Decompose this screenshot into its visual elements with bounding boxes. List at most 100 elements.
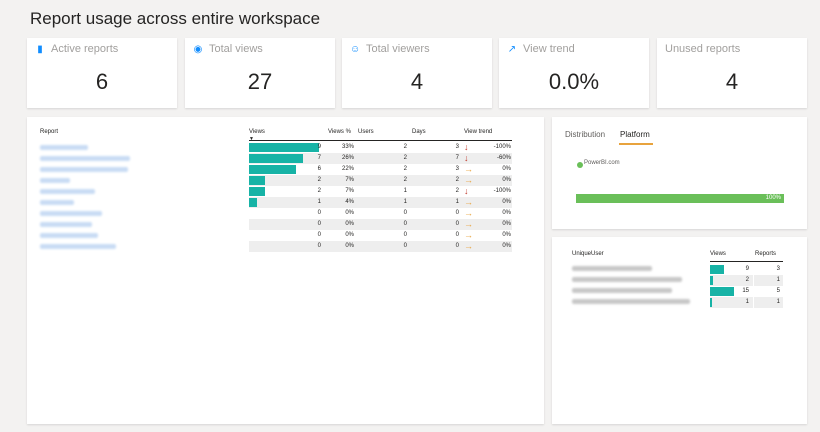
users-cell: 2 (403, 155, 407, 161)
view-trend-cell: 0% (502, 221, 511, 227)
users-cell: 0 (403, 210, 407, 216)
days-cell: 1 (455, 199, 459, 205)
days-column-header[interactable]: Days (412, 129, 426, 135)
days-cell: 0 (455, 210, 459, 216)
views-column-header[interactable]: Views (249, 129, 265, 135)
table-row[interactable]: 1 4% 1 1 0% → (249, 197, 512, 208)
views-cell: 7 (317, 155, 321, 161)
arrow-down-icon: ↓ (464, 153, 469, 163)
user-views-bar (710, 265, 725, 274)
kpi-unused-reports[interactable]: Unused reports 4 (657, 38, 807, 108)
users-column-header[interactable]: Users (358, 129, 374, 135)
views-pct-cell: 33% (341, 144, 354, 150)
kpi-total-views[interactable]: ◉ Total views 27 (185, 38, 335, 108)
users-cell: 2 (403, 177, 407, 183)
views-pct-cell: 0% (345, 232, 354, 238)
views-cell: 0 (317, 221, 321, 227)
table-row[interactable]: 0 0% 0 0 0% → (249, 219, 512, 230)
users-cell: 0 (403, 243, 407, 249)
days-cell: 0 (455, 232, 459, 238)
kpi-value: 4 (410, 69, 424, 94)
report-name-redacted[interactable] (40, 178, 70, 183)
platform-bar[interactable] (576, 194, 784, 203)
views-cell: 2 (317, 188, 321, 194)
views-bar (249, 176, 265, 185)
report-name-redacted[interactable] (40, 167, 128, 172)
table-row[interactable]: 7 26% 2 7 -60% ↓ (249, 153, 512, 164)
views-cell: 6 (317, 166, 321, 172)
views-cell: 9 (317, 144, 321, 150)
kpi-label: View trend (523, 43, 575, 55)
unique-user-column-header[interactable]: UniqueUser (572, 251, 604, 257)
report-name-redacted[interactable] (40, 189, 95, 194)
arrow-right-icon: → (464, 208, 473, 218)
table-row[interactable]: 0 0% 0 0 0% → (249, 230, 512, 241)
views-bar (249, 165, 296, 174)
report-name-redacted[interactable] (40, 200, 74, 205)
views-cell: 0 (317, 243, 321, 249)
report-name-redacted[interactable] (40, 233, 98, 238)
views-pct-column-header[interactable]: Views % (328, 129, 351, 135)
days-cell: 2 (455, 177, 459, 183)
report-name-redacted[interactable] (40, 222, 92, 227)
kpi-total-viewers[interactable]: ☺ Total viewers 4 (342, 38, 492, 108)
tab-distribution[interactable]: Distribution (565, 130, 606, 139)
users-cell: 1 (403, 199, 407, 205)
user-views-cell: 1 (745, 299, 749, 305)
views-cell: 0 (317, 232, 321, 238)
kpi-label: Total viewers (366, 43, 430, 55)
users-cell: 0 (403, 221, 407, 227)
views-pct-cell: 22% (341, 166, 354, 172)
arrow-down-icon: ↓ (464, 186, 469, 196)
view-trend-column-header[interactable]: View trend (464, 129, 493, 135)
arrow-right-icon: → (464, 175, 473, 185)
table-row[interactable]: 0 0% 0 0 0% → (249, 241, 512, 252)
days-cell: 3 (455, 166, 459, 172)
report-name-redacted[interactable] (40, 244, 116, 249)
user-name-redacted[interactable] (572, 288, 672, 293)
user-reports-cell: 3 (776, 266, 780, 272)
trend-icon: ↗ (507, 43, 517, 55)
user-name-redacted[interactable] (572, 266, 652, 271)
table-row[interactable]: 9 33% 2 3 -100% ↓ (249, 142, 512, 153)
header-divider (249, 140, 512, 141)
users-cell: 2 (403, 166, 407, 172)
table-row[interactable]: 6 22% 2 3 0% → (249, 164, 512, 175)
report-name-redacted[interactable] (40, 145, 88, 150)
user-name-redacted[interactable] (572, 277, 682, 282)
views-pct-cell: 4% (345, 199, 354, 205)
column-divider (753, 275, 754, 286)
report-name-redacted[interactable] (40, 211, 102, 216)
table-row[interactable]: 0 0% 0 0 0% → (249, 208, 512, 219)
column-divider (753, 286, 754, 297)
table-row[interactable]: 15 5 (710, 286, 783, 297)
platform-panel (552, 117, 807, 229)
view-trend-cell: 0% (502, 166, 511, 172)
kpi-active-reports[interactable]: ▮ Active reports 6 (27, 38, 177, 108)
kpi-value: 6 (95, 69, 109, 94)
kpi-view-trend[interactable]: ↗ View trend 0.0% (499, 38, 649, 108)
table-row[interactable]: 2 7% 1 2 -100% ↓ (249, 186, 512, 197)
view-trend-cell: -100% (493, 188, 511, 194)
table-row[interactable]: 2 7% 2 2 0% → (249, 175, 512, 186)
report-name-redacted[interactable] (40, 156, 130, 161)
page-title: Report usage across entire workspace (30, 9, 321, 28)
arrow-right-icon: → (464, 219, 473, 229)
user-views-bar (710, 276, 714, 285)
platform-bar-track[interactable]: 100% (576, 194, 784, 203)
arrow-right-icon: → (464, 197, 473, 207)
user-reports-cell: 5 (776, 288, 780, 294)
user-views-cell: 15 (742, 288, 749, 294)
user-reports-column-header[interactable]: Reports (755, 251, 777, 257)
user-name-redacted[interactable] (572, 299, 690, 304)
tab-platform[interactable]: Platform (620, 130, 650, 139)
users-cell: 1 (403, 188, 407, 194)
views-pct-cell: 7% (345, 177, 354, 183)
views-bar (249, 198, 257, 207)
user-views-column-header[interactable]: Views (710, 251, 726, 257)
report-column-header[interactable]: Report (40, 129, 59, 135)
view-trend-cell: 0% (502, 177, 511, 183)
